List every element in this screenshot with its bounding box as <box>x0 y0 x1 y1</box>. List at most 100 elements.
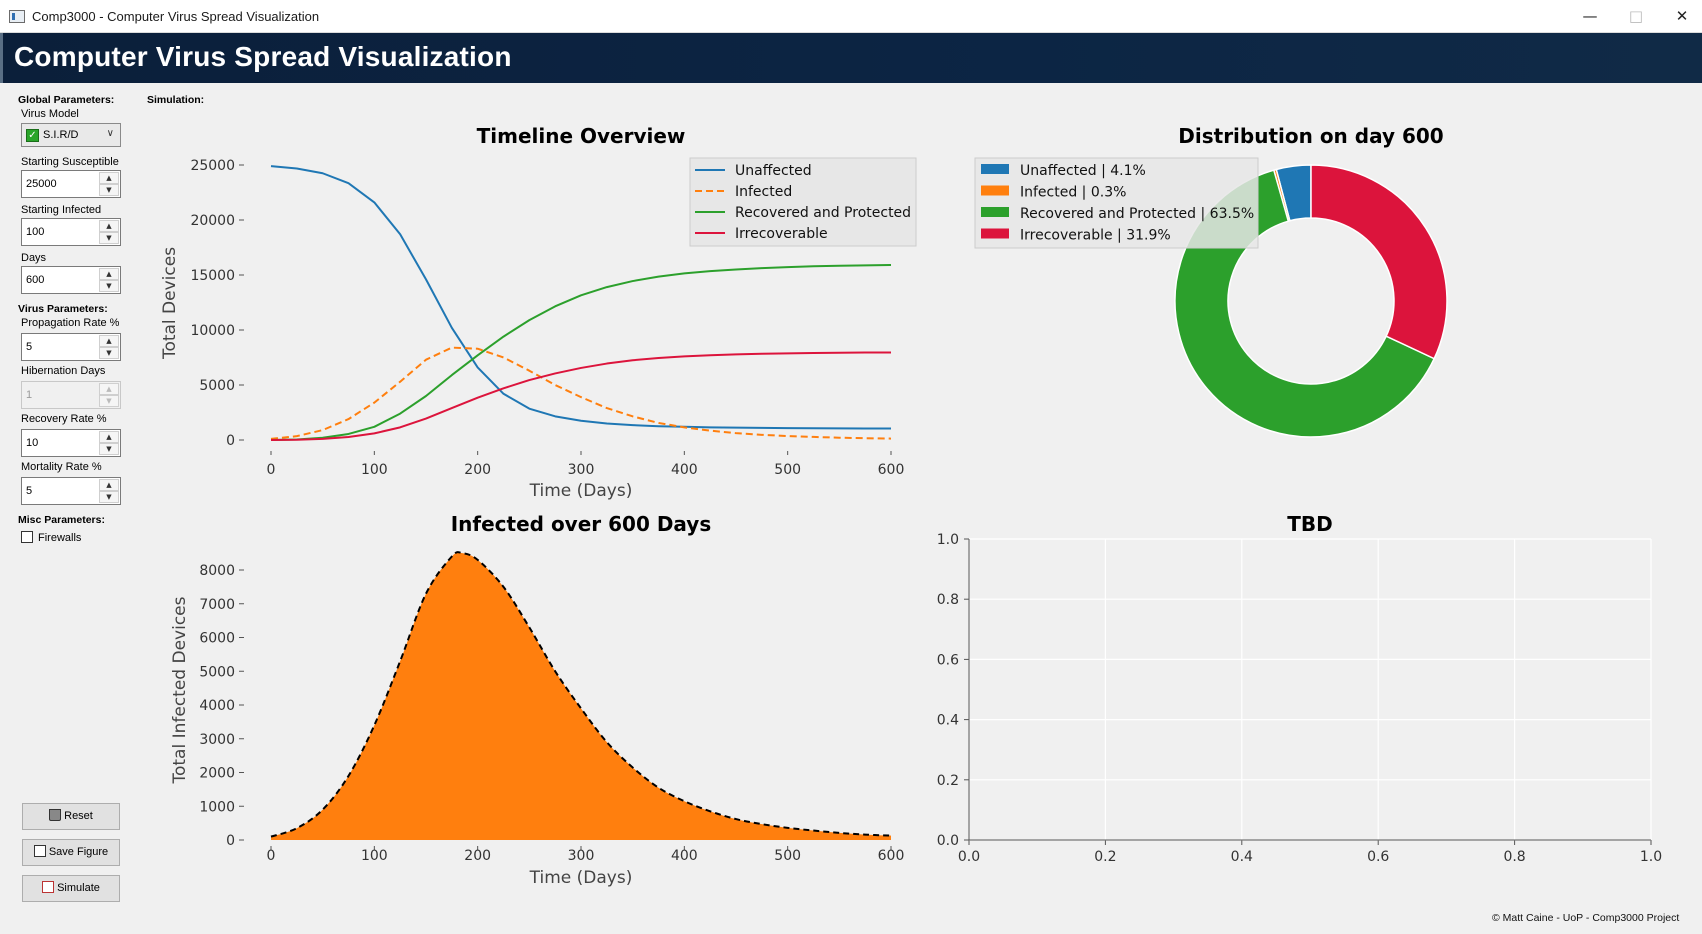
decrement-icon[interactable]: ▼ <box>99 443 119 455</box>
x-tick-label: 1.0 <box>1640 849 1662 865</box>
legend-timeline: Unaffected Infected Recovered and Protecte… <box>689 157 917 247</box>
series-line-irrecoverable <box>270 351 892 441</box>
footer-credit: © Matt Caine - UoP - Comp3000 Project <box>1492 912 1680 924</box>
increment-icon[interactable]: ▲ <box>99 220 119 232</box>
legend-label: Unaffected <box>735 163 812 179</box>
starting-infected-label: Starting Infected <box>21 204 102 216</box>
reset-button-label: Reset <box>64 810 93 822</box>
y-tick-label: 5000 <box>199 664 235 680</box>
x-tick-label: 300 <box>568 848 595 864</box>
x-tick-label: 0.8 <box>1503 849 1525 865</box>
increment-icon[interactable]: ▲ <box>99 431 119 443</box>
y-tick-label: 4000 <box>199 698 235 714</box>
decrement-icon[interactable]: ▼ <box>99 347 119 359</box>
x-tick-label: 500 <box>774 848 801 864</box>
hibernation-days-label: Hibernation Days <box>21 365 106 377</box>
y-tick-label: 0.8 <box>937 592 959 608</box>
legend-label: Recovered and Protected | 63.5% <box>1020 206 1254 222</box>
increment-icon[interactable]: ▲ <box>99 479 119 491</box>
increment-icon[interactable]: ▲ <box>99 268 119 280</box>
x-tick-label: 600 <box>878 848 905 864</box>
virus-model-value: S.I.R/D <box>43 129 79 141</box>
legend-label: Irrecoverable | 31.9% <box>1020 228 1171 244</box>
x-tick-label: 400 <box>671 462 698 478</box>
x-tick-label: 200 <box>464 462 491 478</box>
days-label: Days <box>21 252 47 264</box>
legend-label: Unaffected | 4.1% <box>1020 163 1146 179</box>
starting-susceptible-value: 25000 <box>26 178 57 190</box>
y-tick-label: 2000 <box>199 766 235 782</box>
firewalls-checkbox[interactable] <box>21 531 33 543</box>
decrement-icon[interactable]: ▼ <box>99 280 119 292</box>
minimize-icon[interactable]: — <box>1582 7 1598 25</box>
chart-title-tbd: TBD <box>1287 512 1333 536</box>
maximize-icon[interactable]: □ <box>1628 7 1644 25</box>
area-fill-infected <box>271 552 891 840</box>
y-tick-label: 1000 <box>199 799 235 815</box>
simulation-label: Simulation: <box>147 94 205 106</box>
virus-model-select[interactable]: ✓ S.I.R/D ∨ <box>21 123 121 147</box>
y-tick-label: 6000 <box>199 631 235 647</box>
legend-label: Recovered and Protected <box>735 205 911 221</box>
save-figure-button-label: Save Figure <box>48 846 109 858</box>
propagation-rate-input[interactable]: 5 ▲ ▼ <box>21 333 121 361</box>
x-tick-label: 100 <box>361 462 388 478</box>
chart-icon <box>42 881 55 893</box>
decrement-icon[interactable]: ▼ <box>99 232 119 244</box>
days-input[interactable]: 600 ▲ ▼ <box>21 266 121 294</box>
starting-susceptible-input[interactable]: 25000 ▲ ▼ <box>21 170 121 198</box>
increment-icon[interactable]: ▲ <box>99 335 119 347</box>
window-title: Comp3000 - Computer Virus Spread Visuali… <box>32 9 320 24</box>
increment-icon: ▲ <box>99 383 119 395</box>
x-tick-label: 0.6 <box>1367 849 1389 865</box>
x-axis-label: Time (Days) <box>529 868 633 888</box>
y-tick-label: 0 <box>226 433 235 449</box>
decrement-icon[interactable]: ▼ <box>99 184 119 196</box>
y-tick-label: 1.0 <box>937 532 959 548</box>
legend-label: Infected <box>735 184 792 200</box>
mortality-rate-label: Mortality Rate % <box>21 461 102 473</box>
y-tick-label: 25000 <box>190 158 235 174</box>
x-tick-label: 0 <box>267 462 276 478</box>
mortality-rate-input[interactable]: 5 ▲ ▼ <box>21 477 121 505</box>
legend-label: Infected | 0.3% <box>1020 185 1126 201</box>
pie-slice-3 <box>1310 164 1448 360</box>
firewalls-label: Firewalls <box>38 532 82 544</box>
series-line-unaffected <box>270 165 892 430</box>
series-line-recovered-and-protected <box>270 263 892 441</box>
y-tick-label: 5000 <box>199 378 235 394</box>
app-heading: Computer Virus Spread Visualization <box>14 41 512 72</box>
trash-icon <box>49 809 62 821</box>
y-tick-label: 0.0 <box>937 833 959 849</box>
save-figure-button[interactable]: Save Figure <box>22 839 120 866</box>
hibernation-days-value: 1 <box>26 389 33 401</box>
recovery-rate-input[interactable]: 10 ▲ ▼ <box>21 429 121 457</box>
propagation-rate-value: 5 <box>26 341 33 353</box>
propagation-rate-label: Propagation Rate % <box>21 317 120 329</box>
x-tick-label: 0.2 <box>1094 849 1116 865</box>
area-outline-infected <box>270 551 892 838</box>
decrement-icon[interactable]: ▼ <box>99 491 119 503</box>
y-tick-label: 0.4 <box>937 713 959 729</box>
increment-icon[interactable]: ▲ <box>99 172 119 184</box>
chart-title-distribution: Distribution on day 600 <box>1178 124 1443 148</box>
y-tick-label: 10000 <box>190 323 235 339</box>
close-icon[interactable]: ✕ <box>1675 7 1689 25</box>
x-tick-label: 0 <box>267 848 276 864</box>
title-bar: Comp3000 - Computer Virus Spread Visuali… <box>0 0 1702 33</box>
y-tick-label: 7000 <box>199 597 235 613</box>
series-line-infected <box>270 346 892 440</box>
simulate-button[interactable]: Simulate <box>22 875 120 902</box>
recovery-rate-value: 10 <box>26 437 39 449</box>
recovery-rate-label: Recovery Rate % <box>21 413 107 425</box>
chart-title-infected: Infected over 600 Days <box>451 512 712 536</box>
legend-label: Irrecoverable <box>735 226 828 242</box>
chevron-down-icon: ∨ <box>106 128 114 139</box>
y-tick-label: 0.2 <box>937 773 959 789</box>
y-axis-label: Total Infected Devices <box>170 596 190 784</box>
legend-swatch <box>981 185 1009 196</box>
reset-button[interactable]: Reset <box>22 803 120 830</box>
x-axis-label: Time (Days) <box>529 481 633 501</box>
starting-infected-input[interactable]: 100 ▲ ▼ <box>21 218 121 246</box>
